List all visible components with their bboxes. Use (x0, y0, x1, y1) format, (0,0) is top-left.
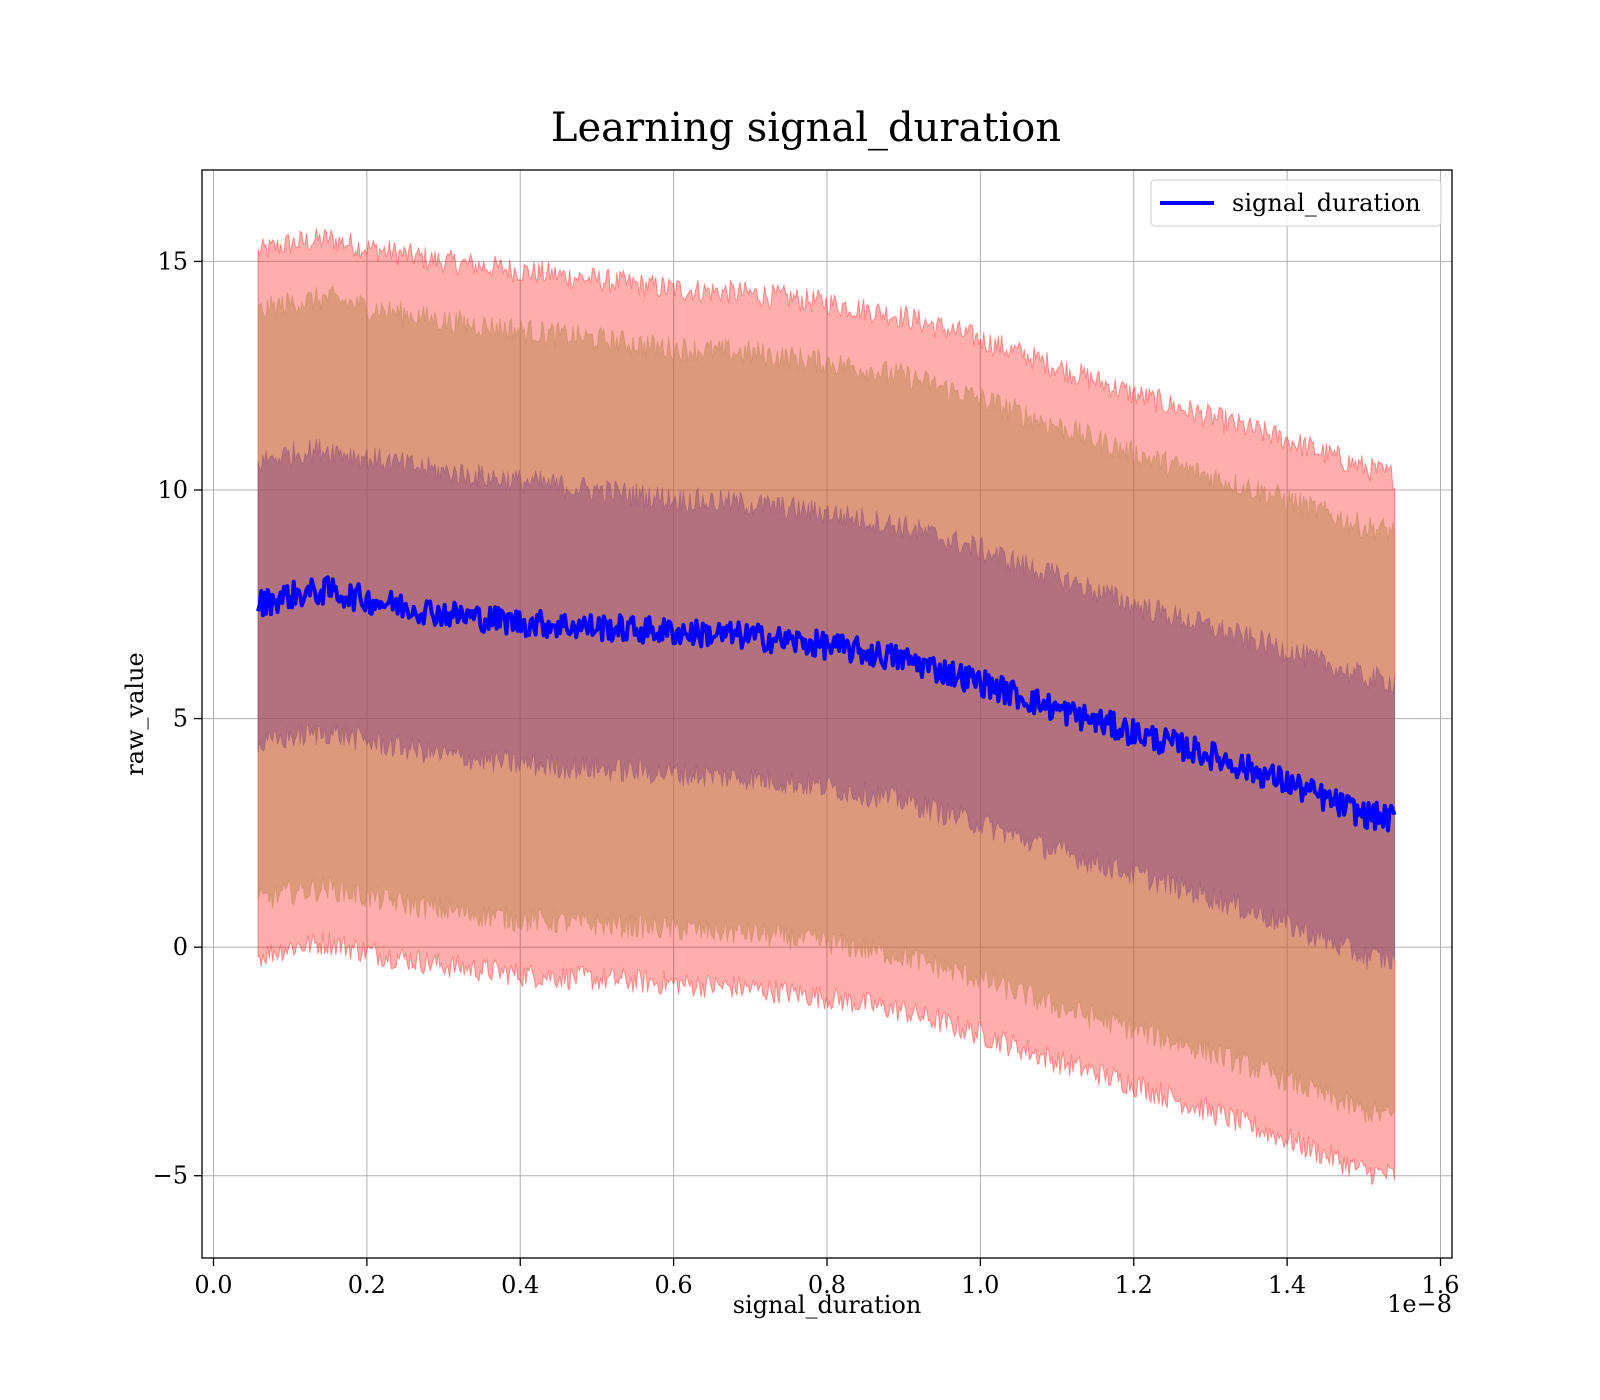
confidence-bands (257, 228, 1395, 1187)
x-tick-label: 0.0 (194, 1271, 232, 1299)
y-tick-label: −5 (153, 1162, 188, 1190)
x-tick-label: 1.0 (961, 1271, 999, 1299)
x-axis-label: signal_duration (733, 1291, 922, 1319)
y-axis-label: raw_value (121, 652, 149, 776)
series-line (256, 575, 1397, 833)
legend-box (1150, 179, 1442, 227)
x-offset-label: 1e−8 (1387, 1290, 1452, 1318)
series (256, 575, 1397, 833)
y-tick-label: 15 (157, 247, 188, 275)
x-tick-label: 0.6 (655, 1271, 693, 1299)
legend: signal_duration (1150, 179, 1442, 227)
x-tick-label: 0.2 (348, 1271, 386, 1299)
x-tick-label: 0.8 (808, 1271, 846, 1299)
grid (202, 170, 1452, 1258)
legend-label: signal_duration (1232, 189, 1421, 217)
chart-title: Learning signal_duration (551, 105, 1061, 151)
y-tick-label: 5 (173, 705, 188, 733)
x-tick-label: 1.2 (1115, 1271, 1153, 1299)
y-tick-label: 0 (173, 933, 188, 961)
band-inner (257, 439, 1395, 971)
x-tick-label: 0.4 (501, 1271, 539, 1299)
y-tick-label: 10 (157, 476, 188, 504)
band-outer (257, 228, 1395, 1187)
band-middle (257, 285, 1395, 1124)
x-tick-label: 1.4 (1268, 1271, 1306, 1299)
axis-ticks: 0.0 0.2 0.4 0.6 0.8 1.0 1.2 1.4 1.6 −5 0 5 10 15 (153, 247, 1460, 1299)
x-tick-label: 1.6 (1421, 1271, 1459, 1299)
